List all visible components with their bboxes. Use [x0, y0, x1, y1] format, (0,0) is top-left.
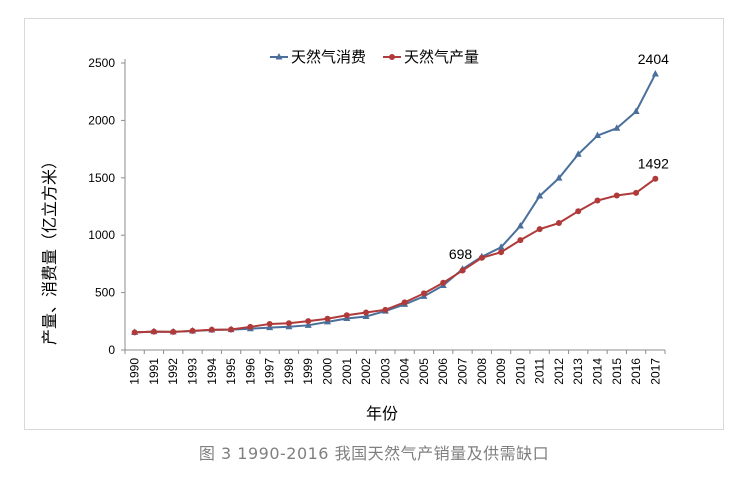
data-point	[247, 323, 254, 330]
data-point	[478, 254, 485, 261]
data-point	[497, 243, 505, 250]
x-tick-label: 2003	[378, 358, 392, 385]
y-axis-ticks: 0 500 1000 1500 2000 2500	[88, 56, 125, 357]
x-tick-label: 2011	[533, 358, 547, 384]
x-tick-label: 1990	[128, 358, 142, 385]
data-point	[633, 189, 640, 196]
x-tick-label: 2017	[648, 358, 662, 385]
x-tick-label: 2009	[494, 358, 508, 385]
annotations: 698 2404 1492	[449, 51, 669, 262]
legend-label: 天然气消费	[291, 48, 366, 66]
data-point	[304, 321, 312, 328]
data-point	[305, 318, 312, 325]
data-label: 2404	[638, 51, 669, 67]
legend-marker	[275, 53, 283, 60]
data-point	[170, 328, 177, 335]
x-axis-title: 年份	[366, 404, 398, 423]
data-point	[594, 131, 601, 139]
legend: 天然气消费 天然气产量	[270, 48, 479, 66]
x-tick-label: 2000	[321, 358, 335, 385]
data-point	[150, 328, 157, 335]
data-point	[613, 192, 620, 199]
series-line	[134, 73, 657, 334]
data-point	[555, 220, 562, 227]
x-tick-label: 2013	[571, 358, 585, 385]
legend-label: 天然气产量	[404, 48, 479, 66]
data-point	[575, 208, 582, 215]
data-point	[382, 306, 389, 313]
data-point	[363, 309, 370, 316]
x-tick-label: 1995	[224, 358, 238, 385]
data-point	[555, 174, 563, 181]
legend-item: 天然气产量	[383, 48, 479, 66]
x-tick-label: 1993	[186, 358, 200, 385]
x-tick-label: 2014	[591, 358, 605, 385]
y-tick-label: 500	[95, 286, 115, 300]
series-production	[131, 175, 659, 336]
x-tick-label: 2001	[340, 358, 354, 385]
data-point	[574, 150, 582, 157]
x-tick-label: 1992	[166, 358, 180, 385]
x-tick-label: 2012	[552, 358, 566, 385]
x-tick-label: 2006	[436, 358, 450, 385]
data-point	[536, 226, 543, 233]
data-point	[285, 320, 292, 327]
data-point	[324, 315, 331, 322]
x-tick-label: 2008	[475, 358, 489, 385]
figure-caption: 图 3 1990-2016 我国天然气产销量及供需缺口	[198, 444, 550, 463]
y-tick-label: 2000	[88, 113, 115, 127]
data-point	[651, 70, 659, 77]
axes	[124, 59, 665, 351]
data-point	[362, 312, 370, 319]
series-layer	[131, 70, 659, 336]
x-tick-label: 2005	[417, 358, 431, 385]
data-point	[208, 326, 215, 333]
data-point	[420, 290, 427, 297]
y-tick-label: 1000	[88, 228, 115, 242]
x-tick-label: 2004	[398, 358, 412, 385]
data-point	[459, 267, 466, 274]
data-label: 698	[449, 246, 473, 262]
data-point	[517, 237, 524, 244]
data-point	[401, 299, 408, 306]
x-tick-label: 1996	[243, 358, 257, 385]
data-point	[632, 107, 640, 114]
series-line	[134, 177, 656, 334]
x-tick-label: 2015	[610, 358, 624, 385]
x-tick-label: 1994	[205, 358, 219, 385]
x-tick-label: 2010	[513, 358, 527, 385]
x-tick-label: 1998	[282, 358, 296, 385]
legend-marker	[389, 54, 395, 60]
data-point	[594, 197, 601, 204]
y-tick-label: 0	[108, 343, 115, 357]
data-point	[613, 124, 621, 131]
data-point	[440, 279, 447, 286]
data-point	[189, 327, 196, 334]
data-point	[228, 326, 235, 333]
series-consumption	[131, 70, 659, 335]
data-point	[498, 249, 505, 256]
y-tick-label: 2500	[88, 56, 115, 70]
data-point	[652, 175, 659, 182]
chart-frame: 0 500 1000 1500 2000 2500 1990 1991 1992 1993 199…	[24, 18, 724, 430]
legend-item: 天然气消费	[270, 48, 366, 66]
x-tick-label: 1991	[147, 358, 161, 385]
data-point	[266, 320, 273, 327]
data-point	[536, 192, 544, 199]
data-label: 1492	[638, 156, 669, 172]
x-tick-label: 2002	[359, 358, 373, 385]
y-axis-title: 产量、消费量（亿立方米）	[40, 153, 59, 345]
x-tick-label: 2016	[629, 358, 643, 385]
y-tick-label: 1500	[88, 171, 115, 185]
x-tick-label: 1997	[263, 358, 277, 385]
x-axis-ticks: 1990 1991 1992 1993 1994 1995 1996 1997 1998 1999…	[124, 350, 666, 385]
data-point	[516, 222, 524, 229]
data-point	[343, 312, 350, 319]
x-tick-label: 2007	[456, 358, 470, 385]
data-point	[131, 329, 138, 336]
x-tick-label: 1999	[301, 358, 315, 385]
